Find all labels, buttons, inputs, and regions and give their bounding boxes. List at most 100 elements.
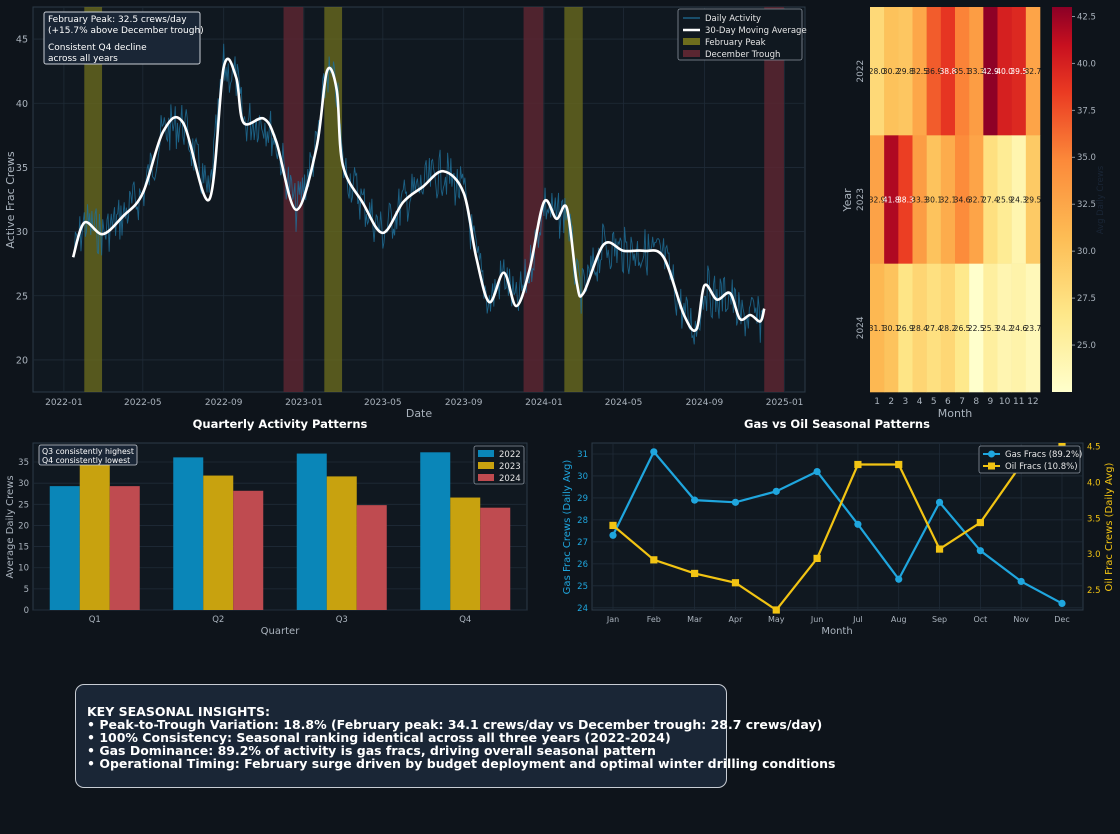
heatmap-y-label: Year <box>841 188 854 213</box>
heatmap-value: 27.4 <box>925 324 942 333</box>
heatmap-y-ticks: 2022 2023 2024 <box>856 60 866 340</box>
heatmap-cell <box>870 7 885 136</box>
legend-swatch-2022 <box>478 450 494 457</box>
heatmap-value: 42.9 <box>982 67 999 76</box>
heatmap-cell <box>884 7 899 136</box>
heatmap-value: 34.6 <box>954 196 971 205</box>
insight-line: • Peak-to-Trough Variation: 18.8% (Febru… <box>87 717 823 732</box>
heatmap-cell <box>997 7 1012 136</box>
y-tick-label: 20 <box>18 521 29 531</box>
colorbar-tick-label: 40.0 <box>1077 59 1096 69</box>
bar-2023-Q4 <box>450 497 481 610</box>
bar-2024-Q1 <box>109 486 140 610</box>
gas-oil-grid <box>592 443 1083 610</box>
colorbar-tick-label: 35.0 <box>1077 153 1096 163</box>
oil-point <box>691 569 699 578</box>
y-tick-label: 25 <box>18 500 29 510</box>
colorbar-ticks: 25.0 27.5 30.0 32.5 35.0 37.5 40.0 42.5 <box>1072 12 1096 351</box>
heatmap-cell <box>1011 263 1027 393</box>
bar-2022-Q4 <box>420 452 451 610</box>
moving-average-line <box>71 57 766 332</box>
heatmap-cell <box>1011 7 1027 136</box>
gas-oil-x-label: Month <box>821 626 852 637</box>
quarter-tick-label: Q3 <box>336 615 348 625</box>
oil-point <box>854 460 862 469</box>
left-tick-label: 31 <box>577 450 588 460</box>
timeline-plot-area <box>32 6 806 393</box>
quarterly-legend: 2022 2023 2024 <box>473 445 525 485</box>
heatmap-cell <box>870 135 885 264</box>
gas-point <box>813 467 821 476</box>
december-trough-band <box>523 7 544 392</box>
legend-label: December Trough <box>705 50 780 60</box>
heatmap-cell <box>926 7 942 136</box>
gas-oil-title: Gas vs Oil Seasonal Patterns <box>744 417 930 431</box>
heatmap-cell <box>884 135 899 264</box>
colorbar-label: Avg Daily Crews <box>1096 165 1106 234</box>
legend-label: 2023 <box>499 462 521 472</box>
quarter-tick-label: Q1 <box>89 615 101 625</box>
right-tick-label: 3.0 <box>1087 550 1101 560</box>
heatmap-cell <box>1025 135 1041 264</box>
gas-oil-right-ticks: 2.5 3.0 3.5 4.0 4.5 <box>1087 443 1101 596</box>
left-tick-label: 29 <box>577 494 588 504</box>
legend-marker-gas <box>988 450 995 458</box>
heatmap-cell <box>1025 7 1041 136</box>
heatmap-value: 38.3 <box>897 196 914 205</box>
heatmap-value: 30.1 <box>883 324 900 333</box>
heatmap-value: 28.4 <box>911 324 928 333</box>
x-tick-label: 2024-05 <box>605 398 643 408</box>
month-tick-label: May <box>768 615 785 624</box>
heatmap-cell <box>940 135 956 264</box>
heatmap-cells <box>870 7 1041 393</box>
heatmap-value: 28.2 <box>939 324 956 333</box>
month-tick-label: 11 <box>1013 397 1024 407</box>
month-tick-label: Jan <box>606 615 619 624</box>
bar-2023-Q2 <box>203 475 234 610</box>
heatmap-value: 40.0 <box>996 67 1013 76</box>
heatmap-value: 22.5 <box>968 324 985 333</box>
month-tick-label: Jun <box>810 615 824 624</box>
legend-swatch-december-trough <box>683 50 700 57</box>
year-tick-label: 2024 <box>856 316 866 339</box>
february-peak-band <box>564 7 583 392</box>
heatmap-value: 27.4 <box>982 196 999 205</box>
gas-series <box>609 448 1066 608</box>
heatmap-value: 32.7 <box>1024 67 1041 76</box>
quarterly-y-ticks: 0 5 10 15 20 25 30 35 <box>18 458 29 616</box>
colorbar-tick-label: 37.5 <box>1077 106 1096 116</box>
x-tick-label: 2022-09 <box>205 398 243 408</box>
heatmap-cell <box>955 7 970 136</box>
heatmap-cell <box>983 7 998 136</box>
daily-activity-line <box>73 43 764 345</box>
oil-point <box>609 521 617 530</box>
insight-line: • 100% Consistency: Seasonal ranking ide… <box>87 730 671 745</box>
heatmap-cell <box>940 7 956 136</box>
heatmap-value: 32.1 <box>939 196 956 205</box>
left-tick-label: 28 <box>577 516 588 526</box>
right-tick-label: 3.5 <box>1087 514 1101 524</box>
heatmap-value: 39.5 <box>1010 67 1027 76</box>
heatmap-cell <box>912 135 927 264</box>
bar-2024-Q3 <box>356 505 387 610</box>
quarterly-y-label: Average Daily Crews <box>5 475 16 578</box>
gas-point <box>895 575 903 583</box>
gas-point <box>854 520 862 528</box>
month-tick-label: 6 <box>945 397 951 407</box>
heatmap-cell <box>926 263 942 393</box>
month-tick-label: 3 <box>903 397 909 407</box>
bar-2022-Q3 <box>296 453 327 610</box>
heatmap-value: 28.0 <box>869 67 886 76</box>
note-line: Q3 consistently highest <box>42 447 134 456</box>
oil-point <box>772 606 780 614</box>
annotation-line: February Peak: 32.5 crews/day <box>48 15 187 25</box>
colorbar-tick-label: 32.5 <box>1077 200 1096 210</box>
oil-point <box>895 460 903 469</box>
timeline-y-label: Active Frac Crews <box>4 151 17 249</box>
heatmap-chart: 28.030.229.832.536.938.835.133.342.940.0… <box>841 7 1106 420</box>
heatmap-value: 36.9 <box>925 67 942 76</box>
legend-label: 30-Day Moving Average <box>705 26 807 36</box>
month-tick-label: Nov <box>1013 615 1029 624</box>
heatmap-cell <box>898 135 913 264</box>
legend-swatch-2024 <box>478 474 494 481</box>
